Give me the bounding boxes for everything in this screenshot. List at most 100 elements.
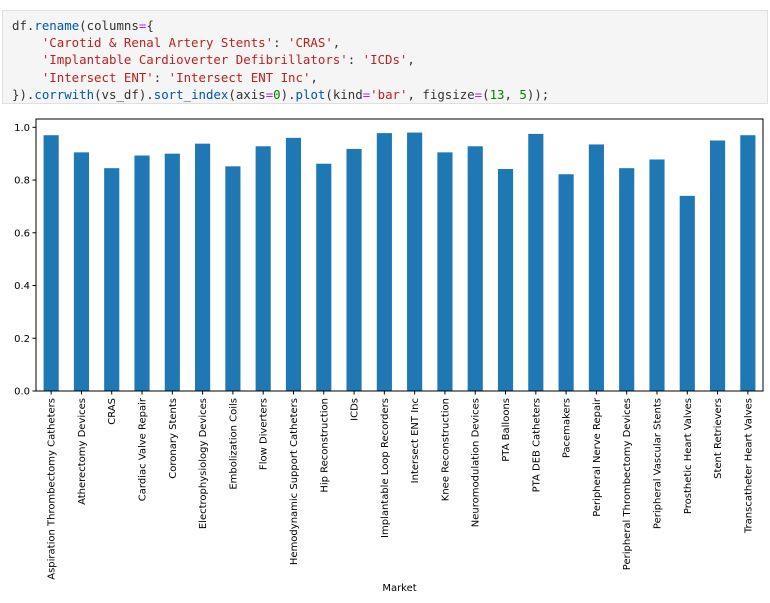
code-token: ( <box>482 86 490 102</box>
code-text[interactable]: df.rename(columns={ 'Carotid & Renal Art… <box>3 11 767 103</box>
bar <box>709 140 726 391</box>
x-tick-label: Hip Reconstruction <box>319 398 330 493</box>
bar <box>164 153 180 391</box>
code-token: df. <box>12 18 35 33</box>
x-tick-label: Peripheral Thrombectomy Devices <box>622 398 633 570</box>
code-token: , <box>310 69 318 85</box>
x-tick-label: Peripheral Vascular Stents <box>652 398 663 529</box>
code-token: , figsize <box>407 86 475 102</box>
bar <box>679 195 695 391</box>
code-token: sort_index <box>153 86 229 102</box>
code-token: ). <box>280 86 296 102</box>
bar <box>649 159 665 391</box>
x-tick-label: Stent Retrievers <box>713 398 724 479</box>
x-tick-label: Peripheral Nerve Repair <box>592 397 603 517</box>
bar-chart: 0.0 0.2 0.4 0.6 0.8 1.0 Aspiration Thrombecto… <box>14 118 764 594</box>
x-tick-label: Neuromodulation Devices <box>471 398 482 527</box>
y-tick-label: 0.8 <box>14 176 30 187</box>
bar <box>619 168 635 391</box>
bar <box>376 133 392 391</box>
x-tick-label: PTA Balloons <box>501 398 512 462</box>
x-tick-label: Atherectomy Devices <box>77 398 88 505</box>
code-token: : <box>273 35 289 51</box>
bar <box>588 144 604 391</box>
code-line: 'Implantable Cardioverter Defibrillators… <box>12 52 415 67</box>
code-token: , <box>504 86 520 102</box>
x-tick-label: Coronary Stents <box>168 398 179 479</box>
x-tick-label: Pacemakers <box>562 398 573 458</box>
bar <box>195 143 211 391</box>
bar <box>285 137 302 391</box>
code-token: 'bar' <box>370 86 408 102</box>
code-token: = <box>362 86 371 102</box>
x-tick-label: CRAS <box>107 398 118 425</box>
bar <box>497 168 514 391</box>
x-tick-label: Transcatheter Heart Valves <box>743 398 754 534</box>
code-token: 'Carotid & Renal Artery Stents' <box>41 35 274 51</box>
bar <box>740 135 756 391</box>
code-token: }). <box>12 86 35 102</box>
code-token: , <box>407 52 415 68</box>
y-tick-label: 0.2 <box>14 334 30 345</box>
bar <box>558 174 574 391</box>
bar <box>346 148 362 391</box>
code-token: (vs_df). <box>94 86 154 102</box>
code-token: : <box>347 52 363 68</box>
code-line: 'Intersect ENT': 'Intersect ENT Inc', <box>12 70 318 85</box>
x-tick-label: PTA DEB Catheters <box>531 398 542 492</box>
code-token: 'Intersect ENT' <box>41 69 154 85</box>
bar <box>134 155 150 391</box>
x-tick-label: Aspiration Thrombectomy Catheters <box>47 398 58 580</box>
x-tick-label: ICDs <box>350 398 361 421</box>
code-token: 0 <box>273 86 281 102</box>
x-tick-label: Flow Diverters <box>259 398 270 470</box>
bar <box>316 163 332 391</box>
bars-group <box>43 132 756 392</box>
y-tick-label: 1.0 <box>14 123 30 134</box>
bar <box>225 166 241 391</box>
bar <box>407 132 423 391</box>
code-token: 'CRAS' <box>288 35 333 51</box>
x-tick-label: Embolization Coils <box>228 398 239 490</box>
y-axis: 0.0 0.2 0.4 0.6 0.8 1.0 <box>14 123 36 398</box>
code-token: 'Implantable Cardioverter Defibrillators… <box>41 52 348 68</box>
code-token <box>12 35 42 50</box>
code-token: (columns <box>79 18 139 33</box>
code-token: (kind <box>325 86 363 102</box>
code-token: = <box>138 18 147 33</box>
x-tick-label: Prosthetic Heart Valves <box>683 398 694 514</box>
code-token: = <box>265 86 274 102</box>
x-tick-label: Knee Reconstruction <box>440 398 451 501</box>
code-cell[interactable]: df.rename(columns={ 'Carotid & Renal Art… <box>2 10 768 104</box>
code-token: = <box>474 86 483 102</box>
code-line: }).corrwith(vs_df).sort_index(axis=0).pl… <box>12 87 549 102</box>
code-token <box>12 52 42 67</box>
y-tick-label: 0.4 <box>14 281 30 292</box>
bar <box>255 146 271 391</box>
plot-frame <box>35 118 764 392</box>
code-token: )); <box>526 86 550 102</box>
x-axis: Aspiration Thrombectomy Catheters Atherec… <box>47 391 754 580</box>
code-token: { <box>146 18 154 33</box>
code-token: plot <box>295 86 326 102</box>
bar <box>43 135 59 391</box>
code-line: df.rename(columns={ <box>12 18 154 33</box>
bar <box>467 146 483 391</box>
x-tick-label: Implantable Loop Recorders <box>380 398 391 538</box>
bar <box>528 133 544 392</box>
code-token <box>12 70 42 85</box>
y-tick-label: 0.0 <box>14 387 30 398</box>
code-token: 5 <box>519 86 527 102</box>
x-tick-label: Hemodynamic Support Catheters <box>289 398 300 565</box>
code-token: , <box>332 35 341 51</box>
x-tick-label: Electrophysiology Devices <box>198 398 209 529</box>
x-tick-label: Cardiac Valve Repair <box>138 397 149 501</box>
x-axis-label: Market <box>382 583 416 594</box>
bar <box>437 152 453 391</box>
code-token: (axis <box>228 86 266 102</box>
bar <box>104 168 120 391</box>
code-token: : <box>153 69 169 85</box>
code-token: corrwith <box>34 86 95 102</box>
code-line: 'Carotid & Renal Artery Stents': 'CRAS', <box>12 35 340 50</box>
code-token: 'ICDs' <box>362 52 408 68</box>
